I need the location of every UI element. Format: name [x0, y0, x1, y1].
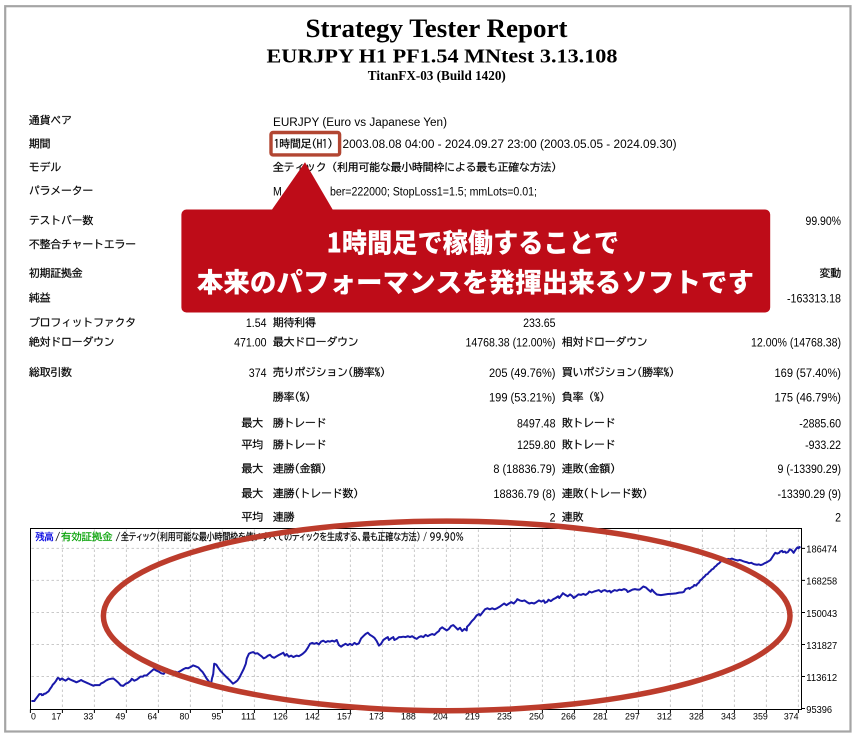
svg-text:343: 343: [721, 712, 736, 722]
svg-text:471.00: 471.00: [234, 338, 266, 350]
svg-text:0: 0: [31, 712, 36, 722]
svg-text:EURJPY H1 PF1.54 MNtest 3.13.1: EURJPY H1 PF1.54 MNtest 3.13.108: [267, 46, 618, 67]
svg-text:-933.22: -933.22: [805, 440, 841, 452]
svg-text:328: 328: [689, 712, 704, 722]
svg-text:157: 157: [337, 712, 352, 722]
svg-text:142: 142: [305, 712, 320, 722]
svg-text:12.00% (14768.38): 12.00% (14768.38): [751, 338, 841, 350]
svg-text:113612: 113612: [806, 673, 837, 684]
svg-text:-2885.60: -2885.60: [799, 419, 841, 431]
svg-text:33: 33: [84, 712, 94, 722]
svg-text:8497.48: 8497.48: [517, 419, 556, 431]
svg-text:205 (49.76%): 205 (49.76%): [489, 368, 556, 380]
svg-text:Strategy Tester Report: Strategy Tester Report: [306, 13, 568, 43]
svg-text:ber=222000; StopLoss1=1.5; mmL: ber=222000; StopLoss1=1.5; mmLots=0.01;: [330, 186, 537, 198]
svg-text:1259.80: 1259.80: [517, 440, 556, 452]
svg-text:-13390.29 (9): -13390.29 (9): [778, 489, 842, 501]
svg-text:64: 64: [148, 712, 158, 722]
svg-text:359: 359: [753, 712, 768, 722]
svg-text:168258: 168258: [806, 577, 837, 588]
svg-text:17: 17: [52, 712, 62, 722]
svg-text:219: 219: [465, 712, 480, 722]
svg-text:126: 126: [273, 712, 288, 722]
svg-text:233.65: 233.65: [523, 318, 555, 330]
svg-text:188: 188: [401, 712, 416, 722]
svg-text:14768.38 (12.00%): 14768.38 (12.00%): [466, 338, 556, 350]
svg-text:235: 235: [497, 712, 512, 722]
svg-text:-163313.18: -163313.18: [787, 293, 841, 305]
svg-text:EURJPY (Euro vs Japanese Yen): EURJPY (Euro vs Japanese Yen): [273, 117, 447, 129]
svg-text:TitanFX-03 (Build 1420): TitanFX-03 (Build 1420): [368, 69, 506, 84]
svg-text:95396: 95396: [806, 705, 832, 716]
svg-text:95: 95: [212, 712, 222, 722]
svg-text:186474: 186474: [806, 545, 837, 556]
svg-text:175 (46.79%): 175 (46.79%): [775, 393, 842, 405]
svg-text:131827: 131827: [806, 641, 837, 652]
svg-text:18836.79 (8): 18836.79 (8): [493, 489, 555, 501]
svg-text:281: 281: [593, 712, 608, 722]
svg-text:374: 374: [784, 712, 799, 722]
svg-text:M: M: [273, 186, 282, 198]
svg-text:250: 250: [529, 712, 544, 722]
svg-text:80: 80: [180, 712, 190, 722]
svg-text:111: 111: [241, 712, 256, 722]
svg-text:150043: 150043: [806, 609, 837, 620]
svg-text:297: 297: [625, 712, 640, 722]
svg-text:8 (18836.79): 8 (18836.79): [493, 464, 555, 476]
svg-text:99.90%: 99.90%: [806, 216, 842, 228]
svg-text:2003.08.08 04:00 - 2024.09.27: 2003.08.08 04:00 - 2024.09.27 23:00 (200…: [343, 139, 677, 151]
svg-text:1.54: 1.54: [246, 318, 267, 330]
svg-text:266: 266: [561, 712, 576, 722]
svg-text:9 (-13390.29): 9 (-13390.29): [778, 464, 842, 476]
svg-text:374: 374: [249, 368, 267, 380]
svg-text:169 (57.40%): 169 (57.40%): [775, 368, 842, 380]
svg-text:49: 49: [116, 712, 126, 722]
svg-text:199 (53.21%): 199 (53.21%): [489, 393, 556, 405]
svg-text:2: 2: [835, 513, 841, 525]
svg-text:204: 204: [433, 712, 448, 722]
svg-text:312: 312: [657, 712, 672, 722]
svg-text:173: 173: [369, 712, 384, 722]
svg-text:2: 2: [550, 513, 556, 525]
